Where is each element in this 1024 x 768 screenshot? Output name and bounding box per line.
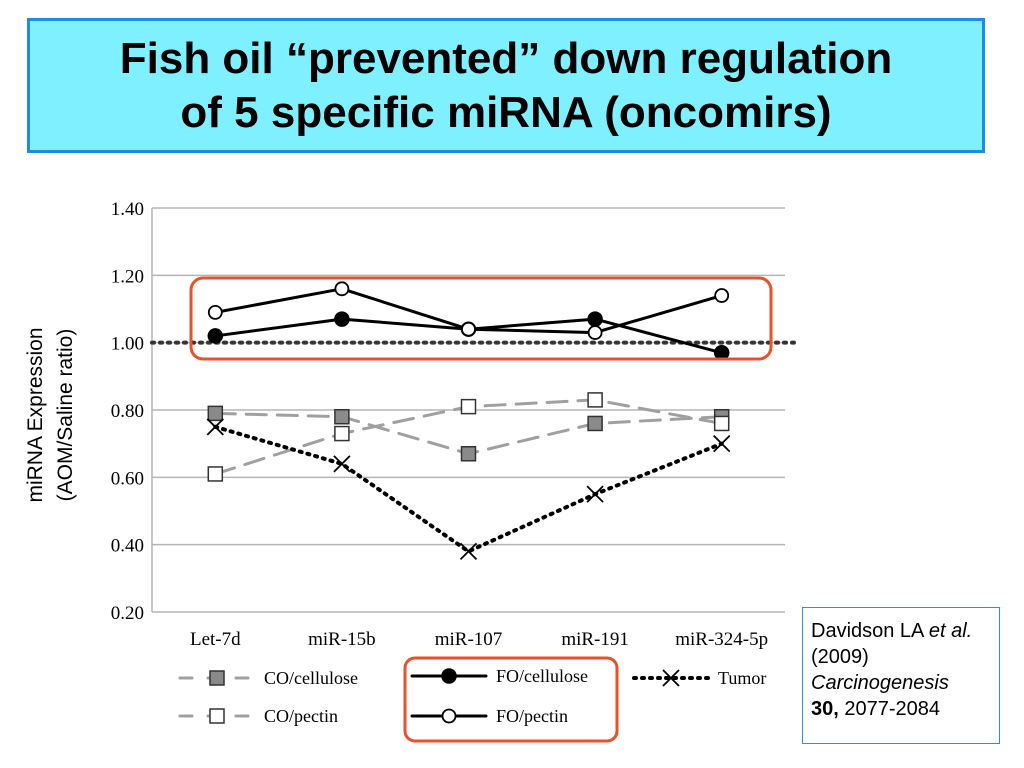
marker-open-square (209, 708, 225, 724)
data-point (587, 392, 603, 408)
data-point (713, 415, 730, 432)
data-point (587, 415, 603, 432)
marker-x (333, 455, 351, 473)
slide-title-box: Fish oil “prevented” down regulation of … (27, 18, 985, 153)
marker-filled-square (587, 415, 603, 432)
marker-x (662, 669, 680, 687)
series-co-pectin (207, 392, 730, 482)
chart-legend: CO/cellulose CO/pectin FO/cellulose FO/pect… (178, 666, 766, 726)
marker-filled-circle (334, 311, 350, 327)
citation-pages: 2077-2084 (844, 698, 941, 720)
data-point (461, 321, 476, 337)
citation-volume: 30, (811, 698, 839, 720)
citation-box: Davidson LA et al. (2009) Carcinogenesis… (802, 607, 1000, 744)
data-point (207, 328, 224, 344)
data-point (206, 418, 224, 436)
legend-item-fo-pectin: FO/pectin (410, 706, 568, 726)
y-tick-label: 0.60 (111, 468, 144, 489)
y-tick-label: 0.80 (111, 401, 144, 422)
data-point (334, 311, 350, 327)
x-tick-label: miR-15b (308, 629, 376, 650)
citation-journal: Carcinogenesis (811, 672, 949, 694)
y-axis-ticks: 0.20 0.40 0.60 0.80 1.00 1.20 1.40 (111, 199, 144, 624)
legend-item-tumor: Tumor (632, 668, 766, 688)
highlight-box-fo-series (189, 276, 773, 361)
marker-open-circle (207, 304, 223, 320)
marker-x (713, 435, 731, 453)
marker-filled-circle (441, 668, 457, 684)
y-axis-label-line2: (AOM/Saline ratio) (54, 329, 77, 502)
citation-et-al: et al. (928, 620, 973, 642)
data-point (334, 408, 350, 425)
slide-title: Fish oil “prevented” down regulation of … (119, 33, 893, 137)
marker-filled-circle (207, 328, 224, 344)
data-point (459, 542, 478, 561)
marker-open-square (460, 398, 477, 415)
legend-item-fo-cellulose: FO/cellulose (410, 666, 588, 686)
data-point (714, 288, 730, 303)
data-point (441, 708, 457, 724)
data-point (587, 325, 603, 340)
data-point (207, 466, 224, 482)
series-tumor (206, 418, 731, 561)
marker-open-circle (714, 288, 730, 303)
marker-open-circle (441, 708, 457, 724)
data-point (209, 670, 225, 686)
data-point (209, 708, 225, 724)
marker-open-circle (461, 321, 476, 337)
y-tick-label: 1.40 (111, 199, 144, 220)
marker-open-square (713, 415, 730, 432)
marker-open-circle (587, 325, 603, 340)
highlight-boxes (189, 276, 773, 743)
legend-label: CO/cellulose (264, 668, 358, 688)
x-tick-label: miR-191 (561, 629, 629, 650)
y-tick-label: 1.00 (111, 334, 144, 355)
y-tick-label: 0.40 (111, 536, 144, 557)
chart-series (206, 281, 731, 561)
legend-label: FO/pectin (496, 706, 568, 726)
data-point (713, 435, 731, 453)
y-tick-label: 0.20 (111, 603, 144, 624)
citation-year: (2009) (811, 646, 869, 668)
marker-x (586, 485, 604, 503)
marker-filled-square (209, 670, 225, 686)
data-point (662, 669, 680, 687)
highlight-box-legend (403, 656, 619, 743)
y-tick-label: 1.20 (111, 266, 144, 287)
x-axis-ticks: Let-7d miR-15b miR-107 miR-191 miR-324-5p (190, 629, 768, 650)
legend-item-co-cellulose: CO/cellulose (178, 668, 358, 688)
marker-filled-square (460, 446, 477, 462)
series-line (213, 424, 724, 554)
marker-x (206, 418, 224, 436)
data-point (460, 398, 477, 415)
data-point (460, 446, 477, 462)
marker-open-circle (334, 281, 350, 297)
data-point (586, 485, 604, 503)
citation-authors: Davidson LA (811, 620, 924, 642)
y-axis-label-line1: miRNA Expression (24, 327, 47, 502)
legend-label: CO/pectin (264, 706, 338, 726)
x-tick-label: Let-7d (190, 629, 241, 650)
marker-open-square (334, 425, 350, 442)
data-point (587, 311, 603, 327)
data-point (334, 281, 350, 297)
x-tick-label: miR-324-5p (675, 629, 768, 650)
data-point (441, 668, 457, 684)
marker-open-square (587, 392, 603, 408)
marker-x (459, 542, 478, 561)
legend-item-co-pectin: CO/pectin (178, 706, 338, 726)
x-tick-label: miR-107 (435, 629, 503, 650)
data-point (207, 304, 223, 320)
legend-label: Tumor (718, 668, 766, 688)
data-point (333, 455, 351, 473)
marker-filled-square (334, 408, 350, 425)
marker-filled-square (207, 405, 224, 422)
data-point (334, 425, 350, 442)
marker-open-square (207, 466, 224, 482)
legend-label: FO/cellulose (496, 666, 588, 686)
marker-filled-circle (587, 311, 603, 327)
series-fo-pectin (207, 281, 730, 340)
data-point (207, 405, 224, 422)
